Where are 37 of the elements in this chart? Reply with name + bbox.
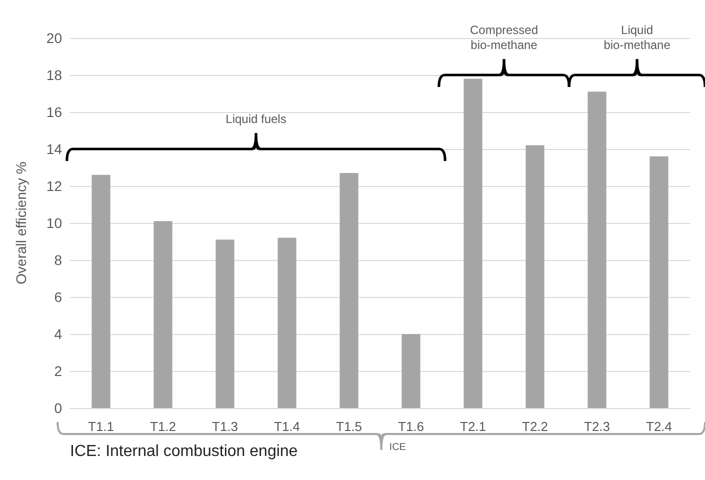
- x-tick-label: T2.3: [584, 419, 610, 434]
- y-tick-label: 12: [46, 178, 62, 194]
- x-tick-label: T2.1: [460, 419, 486, 434]
- bar: [278, 238, 296, 408]
- y-tick-label: 0: [54, 400, 62, 416]
- x-tick-label: T1.2: [150, 419, 176, 434]
- annotation: Liquid bio-methane: [604, 23, 670, 53]
- bar: [526, 145, 544, 408]
- x-tick-label: T2.2: [522, 419, 548, 434]
- y-tick-label: 6: [54, 289, 62, 305]
- y-tick-label: 14: [46, 141, 62, 157]
- y-tick-label: 16: [46, 104, 62, 120]
- bar: [216, 240, 234, 408]
- bar: [154, 221, 172, 408]
- bar: [588, 92, 606, 408]
- y-tick-label: 8: [54, 252, 62, 268]
- x-tick-label: T1.5: [336, 419, 362, 434]
- text: ICE: [389, 442, 406, 454]
- bar: [650, 156, 668, 408]
- y-tick-label: 4: [54, 326, 62, 342]
- bar: [402, 334, 420, 408]
- bar: [92, 174, 110, 408]
- x-tick-label: T1.1: [88, 419, 114, 434]
- bar: [464, 78, 482, 408]
- x-tick-label: T1.6: [398, 419, 424, 434]
- y-tick-label: 18: [46, 67, 62, 83]
- annotation: Liquid fuels: [226, 112, 286, 127]
- annotation: Compressed bio-methane: [470, 23, 538, 53]
- y-tick-label: 2: [54, 363, 62, 379]
- x-tick-label: T1.4: [274, 419, 300, 434]
- x-tick-label: T2.4: [646, 419, 672, 434]
- y-axis-title: Overall efficiency %: [13, 162, 29, 284]
- y-tick-label: 10: [46, 215, 62, 231]
- bar: [340, 173, 358, 408]
- x-tick-label: T1.3: [212, 419, 238, 434]
- y-tick-label: 20: [46, 30, 62, 46]
- text: ICE: Internal combustion engine: [70, 442, 298, 462]
